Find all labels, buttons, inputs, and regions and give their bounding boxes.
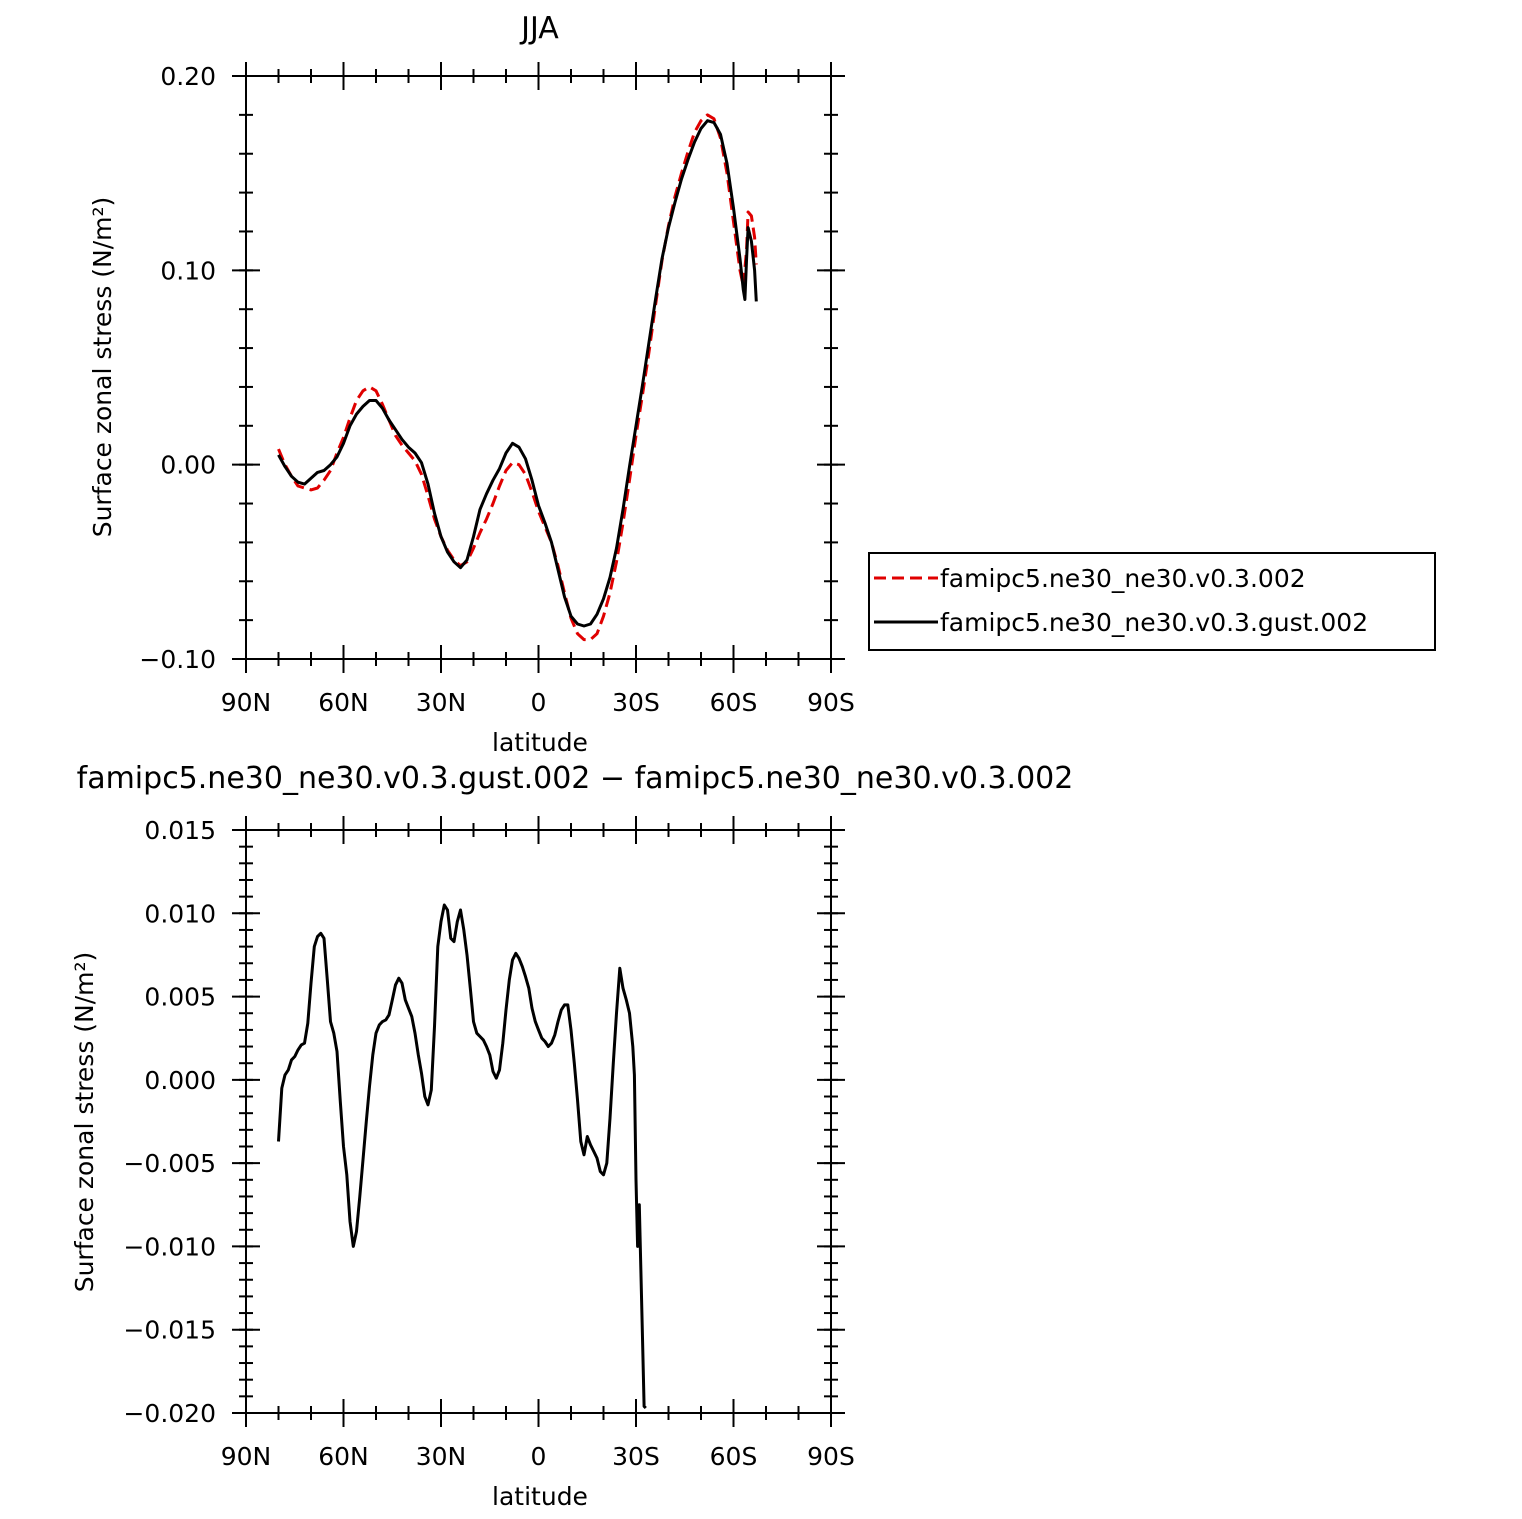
top-series-1-line	[277, 113, 758, 642]
bottom-y-tick-label: 0.000	[144, 1066, 216, 1095]
top-x-tick-label: 30S	[612, 688, 660, 717]
top-x-tick-label: 0	[531, 688, 547, 717]
bottom-x-tick-labels: 90N 60N 30N 0 30S 60S 90S	[221, 1442, 855, 1471]
bottom-axis-ticks	[232, 816, 845, 1427]
bottom-x-tick-label: 90S	[807, 1442, 855, 1471]
top-series-2-line	[277, 119, 758, 628]
bottom-y-tick-label: 0.010	[144, 899, 216, 928]
top-y-tick-label: 0.00	[160, 451, 216, 480]
top-x-tick-label: 30N	[416, 688, 467, 717]
bottom-y-tick-label: −0.005	[123, 1149, 216, 1178]
bottom-chart-title: famipc5.ne30_ne30.v0.3.gust.002 − famipc…	[77, 761, 1074, 796]
bottom-y-tick-label: −0.015	[123, 1316, 216, 1345]
top-y-tick-label: 0.20	[160, 62, 216, 91]
legend-label-series-2: famipc5.ne30_ne30.v0.3.gust.002	[940, 608, 1368, 637]
bottom-y-tick-label: −0.020	[123, 1399, 216, 1428]
top-x-axis-label: latitude	[492, 728, 588, 757]
top-y-axis-label: Surface zonal stress (N/m²)	[88, 197, 117, 538]
bottom-x-tick-label: 0	[531, 1442, 547, 1471]
legend-label-series-1: famipc5.ne30_ne30.v0.3.002	[940, 564, 1306, 593]
legend: famipc5.ne30_ne30.v0.3.002 famipc5.ne30_…	[868, 552, 1436, 651]
top-x-tick-label: 90N	[221, 688, 272, 717]
top-x-tick-label: 60N	[318, 688, 369, 717]
bottom-plot-frame	[245, 829, 832, 1414]
bottom-x-axis-label: latitude	[492, 1482, 588, 1511]
top-panel: JJA −0.100.000.100.20 90N 60N 30N 0 30S 60S 90…	[88, 11, 1436, 757]
bottom-x-tick-label: 60N	[318, 1442, 369, 1471]
bottom-x-tick-label: 90N	[221, 1442, 272, 1471]
top-y-tick-label: −0.10	[139, 645, 216, 674]
bottom-y-tick-label: 0.015	[144, 816, 216, 845]
top-y-tick-labels: −0.10 0.00 0.10 0.20	[139, 62, 216, 674]
bottom-y-tick-labels: −0.020 −0.015 −0.010 −0.005 0.000 0.005 0.010 0…	[123, 816, 216, 1428]
top-series-group	[277, 113, 758, 642]
bottom-x-tick-label: 60S	[710, 1442, 758, 1471]
top-x-tick-label: 60S	[710, 688, 758, 717]
bottom-y-tick-label: 0.005	[144, 983, 216, 1012]
bottom-panel: famipc5.ne30_ne30.v0.3.gust.002 − famipc…	[70, 761, 1073, 1511]
bottom-x-tick-label: 30S	[612, 1442, 660, 1471]
bottom-y-tick-label: −0.010	[123, 1232, 216, 1261]
bottom-series-group	[277, 903, 647, 1410]
top-y-tick-label: 0.10	[160, 256, 216, 285]
bottom-series-1-line	[277, 903, 647, 1410]
legend-box	[868, 552, 1436, 651]
bottom-y-axis-label: Surface zonal stress (N/m²)	[70, 952, 99, 1293]
top-axis-ticks	[232, 62, 845, 673]
top-chart-title: JJA	[519, 11, 559, 46]
top-x-tick-labels: 90N 60N 30N 0 30S 60S 90S	[221, 688, 855, 717]
top-plot-frame	[245, 75, 832, 660]
top-x-tick-label: 90S	[807, 688, 855, 717]
bottom-x-tick-label: 30N	[416, 1442, 467, 1471]
